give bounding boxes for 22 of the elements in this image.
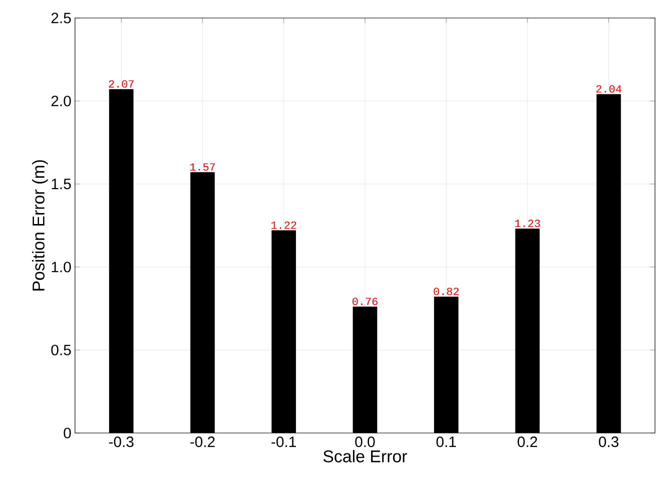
data-label: 1.57 bbox=[190, 163, 215, 171]
y-tick-label: 0 bbox=[64, 428, 71, 438]
y-tick-label: 1.0 bbox=[52, 262, 71, 272]
x-tick-label: -0.3 bbox=[109, 436, 134, 448]
x-tick-label: -0.1 bbox=[272, 436, 296, 448]
y-axis-title: Position Error (m) bbox=[32, 160, 48, 290]
data-label: 2.07 bbox=[108, 80, 134, 88]
data-label: 1.23 bbox=[515, 220, 540, 228]
x-tick-label: 0.3 bbox=[598, 436, 618, 448]
y-tick-label: 1.5 bbox=[52, 178, 71, 190]
x-axis-title: Scale Error bbox=[323, 450, 408, 462]
x-tick-label: 0.1 bbox=[436, 436, 456, 448]
data-label: 0.76 bbox=[352, 298, 378, 306]
data-label: 2.04 bbox=[596, 85, 622, 93]
x-tick-label: -0.2 bbox=[190, 436, 215, 448]
data-label: 0.82 bbox=[434, 288, 459, 296]
y-tick-label: 2.5 bbox=[51, 12, 71, 24]
x-tick-label: 0.2 bbox=[518, 436, 538, 448]
data-label: 1.22 bbox=[271, 221, 296, 229]
y-tick-label: 0.5 bbox=[51, 344, 71, 356]
x-tick-label: 0.0 bbox=[355, 436, 375, 448]
y-tick-label: 2.0 bbox=[51, 96, 71, 106]
